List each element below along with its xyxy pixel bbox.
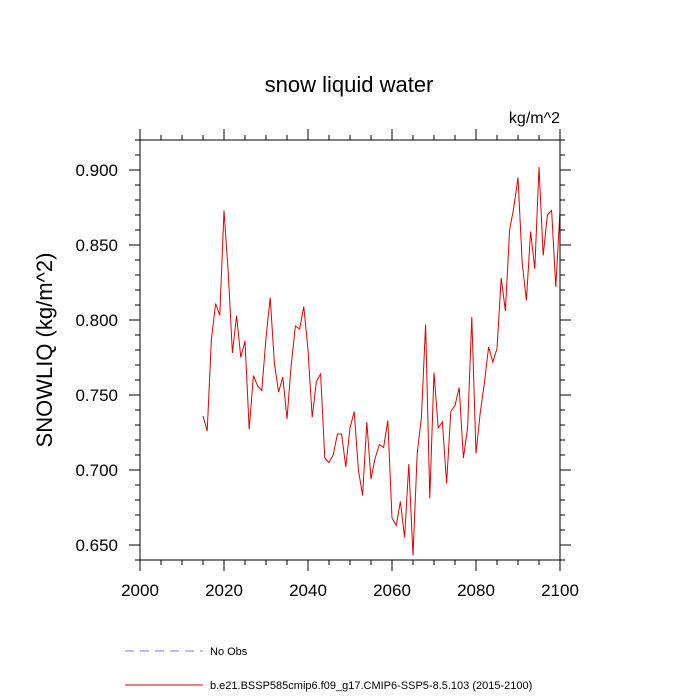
y-tick-label-1: 0.700	[75, 461, 118, 480]
y-tick-label-3: 0.800	[75, 311, 118, 330]
series-line-ssp585	[202, 166, 561, 556]
x-tick-label-2100: 2100	[541, 581, 579, 600]
x-tick-label-2060: 2060	[373, 581, 411, 600]
x-tick-label-2000: 2000	[121, 581, 159, 600]
y-tick-label-2: 0.750	[75, 386, 118, 405]
chart-title: snow liquid water	[265, 72, 434, 97]
minor-ticks	[135, 135, 565, 565]
plot-frame	[139, 139, 561, 561]
y-tick-label-4: 0.850	[75, 236, 118, 255]
legend-label-ssp585: b.e21.BSSP585cmip6.f09_g17.CMIP6-SSP5-8.…	[210, 680, 532, 692]
x-tick-label-2080: 2080	[457, 581, 495, 600]
legend-label-no-obs: No Obs	[210, 646, 248, 658]
y-tick-labels: 0.650 0.700 0.750 0.800 0.850 0.900	[75, 161, 118, 555]
y-tick-label-0: 0.650	[75, 536, 118, 555]
y-tick-label-5: 0.900	[75, 161, 118, 180]
major-ticks	[129, 129, 571, 571]
units-label: kg/m^2	[509, 110, 560, 127]
y-axis-label: SNOWLIQ (kg/m^2)	[32, 253, 57, 448]
x-tick-label-2040: 2040	[289, 581, 327, 600]
x-tick-label-2020: 2020	[205, 581, 243, 600]
x-tick-labels: 2000 2020 2040 2060 2080 2100	[121, 581, 579, 600]
